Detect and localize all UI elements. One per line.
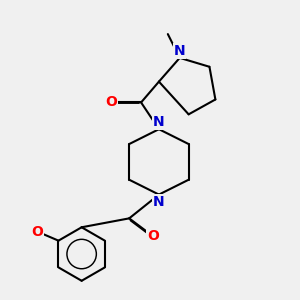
Text: N: N [153,195,165,208]
Text: N: N [153,115,165,129]
Text: O: O [147,229,159,243]
Text: O: O [32,225,44,239]
Text: N: N [174,44,185,58]
Text: O: O [105,95,117,110]
